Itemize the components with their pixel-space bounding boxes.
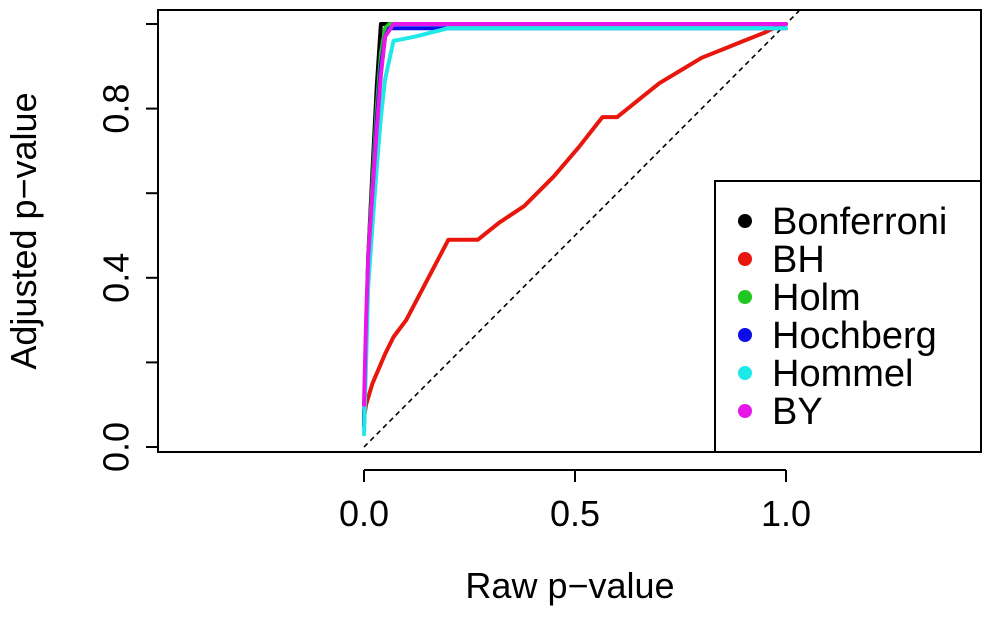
x-axis-title: Raw p−value	[465, 565, 674, 606]
legend-label-hochberg: Hochberg	[772, 315, 937, 357]
series-layer	[362, 22, 788, 437]
y-axis: 0.0 0.4 0.8	[96, 23, 159, 472]
legend-label-bonferroni: Bonferroni	[772, 201, 947, 243]
legend-marker-holm	[738, 290, 752, 304]
x-axis: 0.0 0.5 1.0	[339, 469, 811, 534]
legend-label-hommel: Hommel	[772, 353, 913, 395]
y-tick-label: 0.8	[96, 84, 137, 134]
legend-label-by: BY	[772, 391, 823, 433]
x-tick-label: 0.5	[550, 493, 600, 534]
series-line-bh	[362, 24, 780, 420]
legend-marker-hochberg	[738, 328, 752, 342]
legend-marker-hommel	[738, 366, 752, 380]
y-tick-label: 0.0	[96, 422, 137, 472]
reference-line-layer	[363, 10, 800, 448]
x-tick-label: 1.0	[761, 493, 811, 534]
y-tick-label: 0.4	[96, 253, 137, 303]
x-tick-label: 0.0	[339, 493, 389, 534]
legend-label-bh: BH	[772, 239, 825, 281]
series-line-by	[362, 22, 788, 407]
legend-marker-by	[738, 404, 752, 418]
legend-marker-bonferroni	[738, 214, 752, 228]
legend-label-holm: Holm	[772, 277, 861, 319]
legend-box	[714, 180, 982, 453]
reference-line	[363, 10, 800, 448]
y-axis-title: Adjusted p−value	[3, 92, 44, 369]
legend-marker-bh	[738, 252, 752, 266]
